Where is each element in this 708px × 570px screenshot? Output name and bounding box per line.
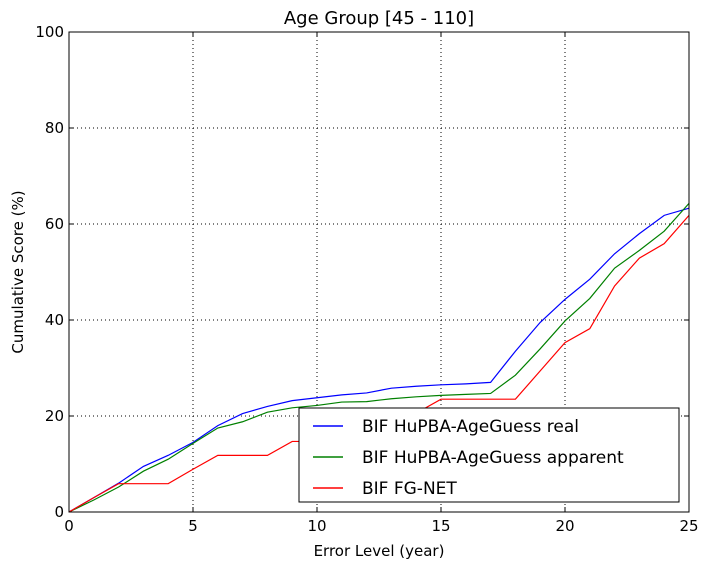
legend-label-2: BIF FG-NET: [362, 479, 457, 499]
chart-title: Age Group [45 - 110]: [284, 8, 474, 29]
y-tick-label: 80: [45, 119, 64, 137]
legend-label-1: BIF HuPBA-AgeGuess apparent: [362, 448, 624, 468]
series-line-0: [68, 207, 690, 513]
y-tick-label: 20: [45, 407, 64, 425]
legend-box: [298, 407, 680, 503]
axis-ticks: 0 5 10 15 20 25 0 20 40 60 80 100: [35, 23, 698, 535]
legend: BIF HuPBA-AgeGuess real BIF HuPBA-AgeGues…: [298, 407, 680, 503]
x-tick-label: 10: [307, 517, 326, 535]
x-tick-label: 15: [431, 517, 450, 535]
series-line-1: [68, 202, 690, 513]
legend-label-0: BIF HuPBA-AgeGuess real: [362, 417, 579, 437]
x-tick-label: 20: [555, 517, 574, 535]
x-tick-label: 0: [64, 517, 74, 535]
y-tick-label: 0: [54, 503, 64, 521]
x-tick-label: 5: [188, 517, 198, 535]
x-tick-label: 25: [679, 517, 698, 535]
x-axis-label: Error Level (year): [314, 542, 445, 560]
y-tick-label: 40: [45, 311, 64, 329]
plot-frame: [68, 31, 690, 513]
y-tick-label: 100: [35, 23, 64, 41]
y-tick-label: 60: [45, 215, 64, 233]
y-axis-label: Cumulative Score (%): [9, 190, 27, 353]
